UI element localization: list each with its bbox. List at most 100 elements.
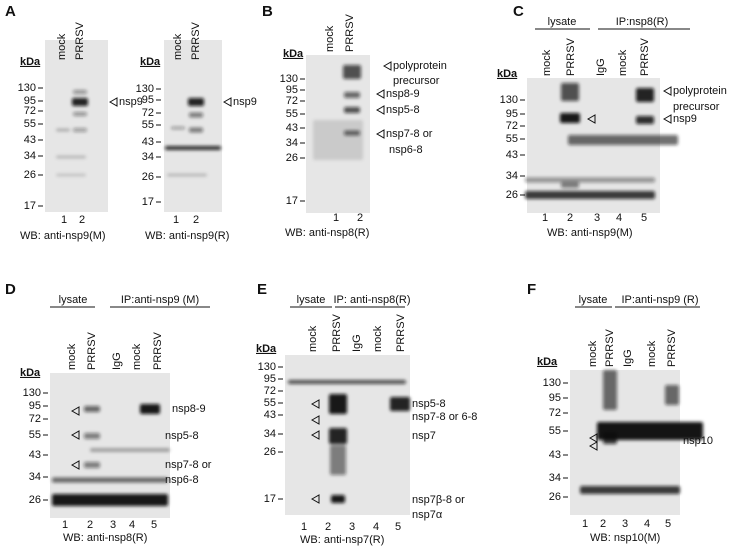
column-label: PRRSV bbox=[565, 37, 577, 76]
band-annotation: nsp5-8 bbox=[386, 104, 420, 116]
band bbox=[636, 88, 654, 102]
column-label: mock bbox=[587, 340, 599, 367]
band-annotation: precursor bbox=[673, 101, 720, 113]
marker-label: 26 bbox=[286, 152, 298, 164]
band bbox=[84, 433, 100, 439]
column-label: mock bbox=[307, 325, 319, 352]
marker-label: 72 bbox=[29, 413, 41, 425]
arrowhead bbox=[310, 399, 320, 409]
marker-label: 72 bbox=[506, 120, 518, 132]
band bbox=[56, 128, 70, 132]
band-annotation: nsp10 bbox=[683, 435, 713, 447]
column-label: IgG bbox=[622, 349, 634, 367]
lane-number: 2 bbox=[325, 521, 331, 533]
bands bbox=[56, 90, 88, 177]
arrowhead bbox=[375, 129, 385, 139]
band bbox=[665, 385, 679, 405]
band bbox=[84, 462, 100, 468]
marker-label: 130 bbox=[543, 377, 561, 389]
arrowhead bbox=[588, 441, 598, 451]
band-annotation: nsp7-8 or bbox=[386, 128, 433, 140]
marker-label: 43 bbox=[506, 149, 518, 161]
column-label: mock bbox=[56, 33, 68, 60]
band bbox=[313, 120, 363, 160]
blot-membrane bbox=[285, 355, 410, 515]
marker-label: 72 bbox=[264, 385, 276, 397]
bands bbox=[52, 404, 170, 506]
arrowhead bbox=[310, 415, 320, 425]
marker-label: 130 bbox=[280, 73, 298, 85]
band bbox=[329, 428, 347, 444]
band bbox=[56, 155, 86, 159]
marker-label: 72 bbox=[549, 407, 561, 419]
marker-label: 55 bbox=[286, 108, 298, 120]
lane-number: 1 bbox=[582, 518, 588, 530]
marker-label: 43 bbox=[29, 449, 41, 461]
column-label: IgG bbox=[351, 334, 363, 352]
band bbox=[331, 495, 345, 503]
arrowhead bbox=[70, 430, 80, 440]
lane-number: 4 bbox=[129, 519, 135, 531]
blot bbox=[164, 40, 222, 212]
band bbox=[73, 128, 87, 132]
wb-label: WB: anti-nsp9(M) bbox=[20, 230, 106, 242]
band bbox=[561, 182, 579, 188]
column-label: mock bbox=[66, 343, 78, 370]
band bbox=[560, 113, 580, 123]
column-label: PRRSV bbox=[331, 313, 343, 352]
marker-label: 72 bbox=[142, 107, 154, 119]
marker-label: 55 bbox=[142, 119, 154, 131]
band bbox=[84, 406, 100, 412]
marker-label: 130 bbox=[136, 83, 154, 95]
arrowhead bbox=[662, 114, 672, 124]
wb-label: WB: anti-nsp8(R) bbox=[285, 227, 369, 239]
band bbox=[330, 445, 346, 475]
marker-label: 130 bbox=[258, 361, 276, 373]
arrowhead bbox=[586, 114, 596, 124]
blot-membrane bbox=[164, 40, 222, 212]
wb-label: WB: anti-nsp9(R) bbox=[145, 230, 229, 242]
lane-number: 2 bbox=[193, 214, 199, 226]
band-annotation: nsp8-9 bbox=[386, 88, 420, 100]
panel-letter: B bbox=[262, 3, 273, 20]
band bbox=[90, 448, 170, 452]
band bbox=[73, 112, 87, 116]
band-annotation: nsp7α bbox=[412, 509, 443, 521]
column-label: PRRSV bbox=[344, 13, 356, 52]
band-annotation: nsp7-8 or bbox=[165, 459, 212, 471]
column-label: mock bbox=[646, 340, 658, 367]
column-label: mock bbox=[617, 49, 629, 76]
marker-label: 34 bbox=[264, 428, 276, 440]
band bbox=[636, 116, 654, 124]
lane-number: 4 bbox=[373, 521, 379, 533]
marker-label: 130 bbox=[18, 82, 36, 94]
marker-label: 130 bbox=[23, 387, 41, 399]
marker-label: 95 bbox=[264, 373, 276, 385]
column-label: IgG bbox=[595, 58, 607, 76]
lane-number: 2 bbox=[87, 519, 93, 531]
column-label: PRRSV bbox=[639, 37, 651, 76]
lane-number: 3 bbox=[594, 212, 600, 224]
marker-label: 43 bbox=[264, 409, 276, 421]
marker-label: 34 bbox=[549, 472, 561, 484]
marker-label: 26 bbox=[264, 446, 276, 458]
band bbox=[188, 98, 204, 106]
marker-label: 55 bbox=[506, 133, 518, 145]
column-label: PRRSV bbox=[190, 21, 202, 60]
band bbox=[597, 422, 703, 440]
wb-label: WB: anti-nsp7(R) bbox=[300, 534, 384, 546]
kda-label: kDa bbox=[256, 343, 277, 355]
bands bbox=[525, 83, 678, 199]
column-label: mock bbox=[172, 33, 184, 60]
marker-label: 34 bbox=[506, 170, 518, 182]
lane-number: 1 bbox=[301, 521, 307, 533]
marker-label: 17 bbox=[24, 200, 36, 212]
kda-label: kDa bbox=[20, 367, 41, 379]
arrowhead bbox=[588, 433, 598, 443]
lane-number: 1 bbox=[173, 214, 179, 226]
lane-number: 2 bbox=[567, 212, 573, 224]
marker-label: 17 bbox=[286, 195, 298, 207]
marker-label: 95 bbox=[24, 95, 36, 107]
band bbox=[189, 127, 203, 133]
lane-number: 3 bbox=[110, 519, 116, 531]
